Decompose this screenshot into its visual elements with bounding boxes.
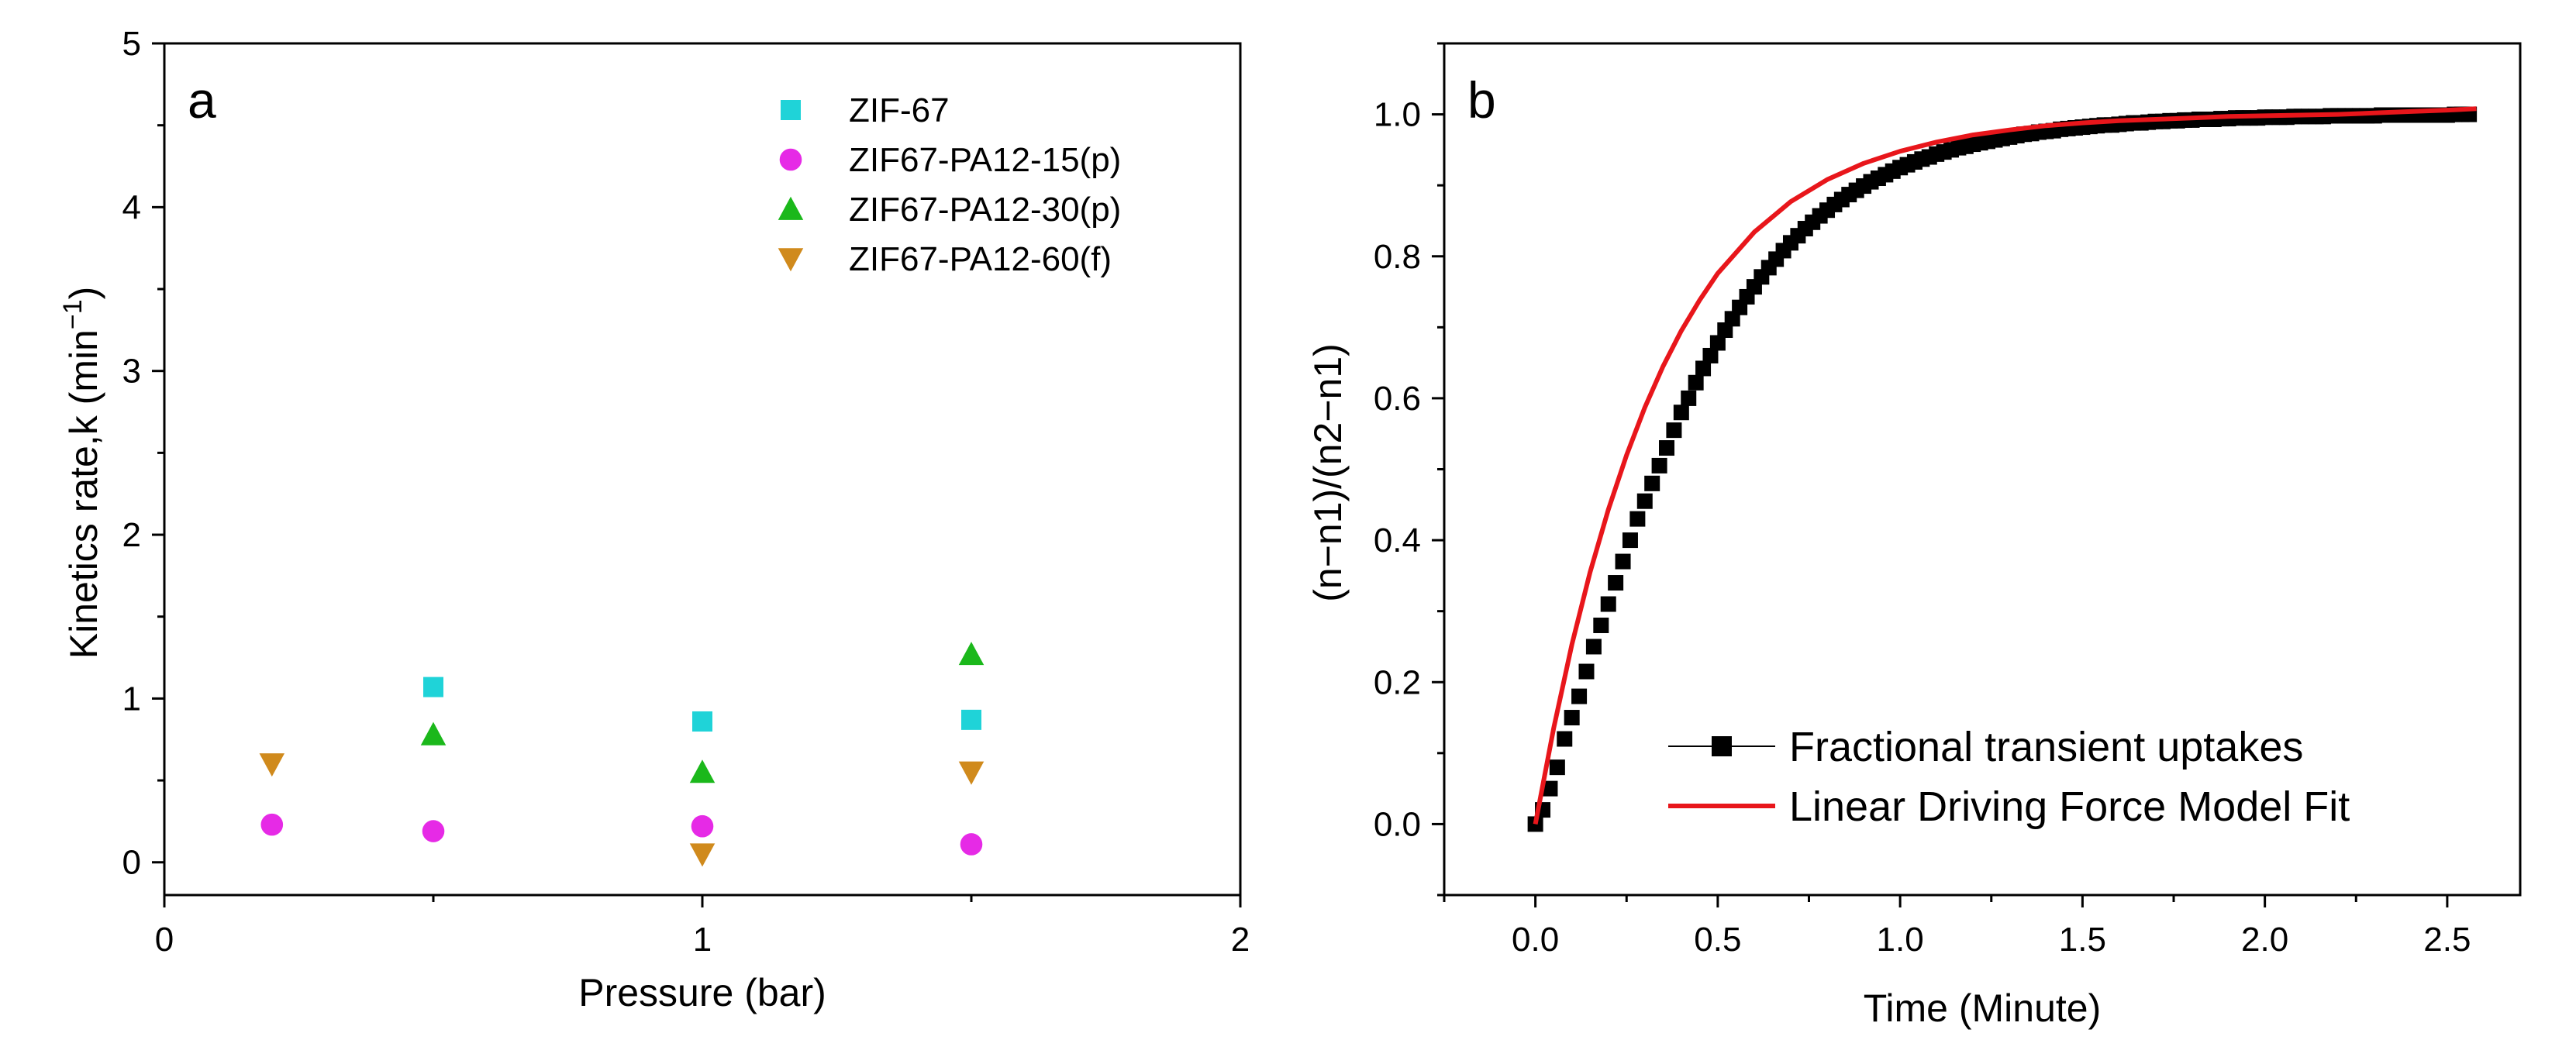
panel-b-y-axis-title: (n−n1)/(n2−n1)	[1306, 343, 1350, 602]
panel-a-y-axis-title: Kinetics rate,k (min−1)	[58, 287, 105, 659]
panel-b-uptake-point	[1644, 475, 1660, 491]
panel-b-uptake-point	[1542, 780, 1558, 797]
panel-a-legend-symbol	[779, 148, 802, 171]
panel-a-point	[423, 677, 443, 697]
panel-b-uptake-point	[1571, 688, 1588, 704]
panel-a-point	[259, 753, 285, 777]
panel-b-uptake-point	[1564, 710, 1580, 726]
panel-b-uptake-point	[1578, 663, 1595, 680]
panel-b-legend: Fractional transient uptakes Linear Drivi…	[1668, 724, 2350, 830]
panel-b-y-tick-label: 0.4	[1374, 522, 1421, 560]
panel-b-letter: b	[1467, 71, 1496, 129]
panel-a-y-tick-label: 2	[122, 516, 141, 554]
panel-b-uptake-point	[1629, 511, 1646, 527]
panel-a-point	[958, 761, 985, 785]
panel-b-y-tick-label: 0.2	[1374, 663, 1421, 701]
panel-b-uptake-point	[1557, 731, 1573, 747]
panel-a-y-tick-label: 1	[122, 680, 141, 718]
panel-a-legend-symbol	[778, 196, 804, 220]
panel-a-point	[422, 820, 445, 842]
panel-a-y-tick-label: 3	[122, 353, 141, 391]
panel-a-point	[689, 759, 716, 783]
panel-b-uptake-point	[1622, 532, 1638, 549]
panel-a-y-axis-title-sup: −1	[58, 299, 88, 329]
panel-a-point	[958, 642, 985, 666]
panel-b-y-tick-label: 0.8	[1374, 238, 1421, 276]
panel-b-uptake-point	[1695, 360, 1712, 377]
panel-a-point	[960, 833, 983, 856]
panel-b-x-tick-label: 0.5	[1694, 921, 1741, 959]
panel-b-uptake-point	[1600, 596, 1616, 612]
panel-b-legend-uptake-label: Fractional transient uptakes	[1789, 724, 2303, 770]
panel-b-uptake-point	[1709, 335, 1726, 351]
panel-a-point	[961, 709, 981, 730]
panel-a-x-axis-title: Pressure (bar)	[578, 971, 826, 1014]
panel-b-y-tick-label: 1.0	[1374, 96, 1421, 134]
panel-b-uptake-point	[1688, 374, 1704, 391]
panel-b-uptake-point	[1681, 390, 1697, 406]
panel-a-legend: ZIF-67 ZIF67-PA12-15(p) ZIF67-PA12-30(p) ZI…	[778, 91, 1121, 278]
panel-b-x-axis-title: Time (Minute)	[1864, 987, 2102, 1030]
panel-b-x-tick-label: 1.5	[2059, 921, 2106, 959]
panel-a-x-tick-label: 0	[155, 921, 174, 959]
panel-b-uptake-point	[1659, 440, 1675, 456]
panel-b-uptake-point	[1666, 422, 1682, 439]
panel-b-x-tick-label: 2.5	[2423, 921, 2471, 959]
panel-a-y-tick-label: 5	[122, 25, 141, 63]
panel-b-y-tick-label: 0.0	[1374, 805, 1421, 843]
panel-b-ticks: 0.0 0.5 1.0 1.5 2.0 2.5 0.0 0.2 0.4 0.6 0.8 1.0	[1374, 42, 2471, 959]
panel-b-marks	[1527, 106, 2478, 832]
panel-a-y-axis-title-main: Kinetics rate,k (min	[62, 329, 105, 659]
panel-a-legend-label: ZIF-67	[849, 91, 950, 129]
panel-a-point	[260, 813, 284, 836]
panel-a-x-tick-label: 2	[1231, 921, 1250, 959]
panel-a-ticks: 0 1 2 0 1 2 3 4 5	[122, 25, 1250, 959]
panel-a-point	[691, 814, 714, 838]
panel-a-chart: a Pressure (bar) Kinetics rate,k (min−1)…	[58, 25, 1250, 1014]
panel-b-uptake-point	[1593, 617, 1609, 633]
panel-b-chart: b Time (Minute) (n−n1)/(n2−n1) 0.0 0.5 1.0…	[1306, 42, 2522, 1030]
panel-b-y-tick-label: 0.6	[1374, 380, 1421, 418]
panel-a-legend-label: ZIF67-PA12-30(p)	[849, 191, 1121, 229]
panel-a-legend-symbol	[778, 248, 804, 272]
panel-b-legend-uptake-symbol	[1712, 736, 1732, 756]
panel-a-legend-label: ZIF67-PA12-60(f)	[849, 240, 1112, 278]
panel-a-marks	[259, 642, 985, 867]
panel-b-uptake-point	[1615, 553, 1631, 570]
panel-a-legend-label: ZIF67-PA12-15(p)	[849, 141, 1121, 179]
panel-a-y-axis-title-close: )	[62, 287, 105, 300]
panel-b-legend-fit-label: Linear Driving Force Model Fit	[1789, 783, 2350, 830]
panel-b-uptake-point	[1636, 493, 1653, 509]
panel-a-point	[420, 721, 447, 745]
panel-b-uptake-point	[1608, 575, 1624, 591]
panel-b-uptake-point	[1651, 457, 1667, 473]
panel-a-point	[689, 843, 716, 867]
panel-b-uptake-point	[1673, 405, 1689, 421]
panel-b-uptake-point	[1702, 347, 1719, 363]
panel-a-letter: a	[188, 71, 216, 129]
panel-b-uptake-point	[1527, 816, 1543, 832]
panel-b-fit-line	[1533, 106, 2477, 825]
panel-a-x-tick-label: 1	[693, 921, 712, 959]
panel-b-x-tick-label: 0.0	[1512, 921, 1559, 959]
panel-b-uptake-point	[1549, 759, 1565, 776]
panel-b-uptake-point	[1585, 639, 1602, 655]
panel-b-x-tick-label: 1.0	[1877, 921, 1924, 959]
panel-a-y-tick-label: 0	[122, 844, 141, 882]
panel-a-legend-symbol	[781, 100, 801, 120]
panel-a-y-tick-label: 4	[122, 188, 141, 226]
panel-b-x-tick-label: 2.0	[2241, 921, 2288, 959]
panel-a-point	[692, 711, 712, 732]
